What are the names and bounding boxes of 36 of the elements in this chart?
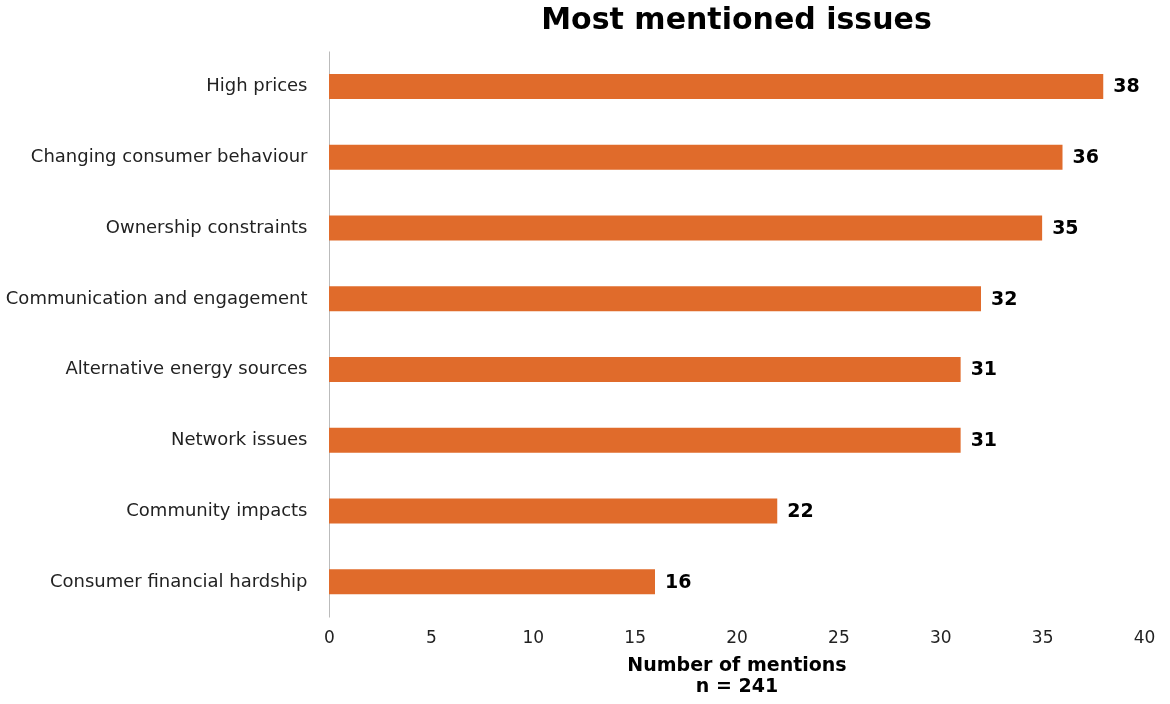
data-label: 22 [787,498,814,521]
data-label: 36 [1072,145,1099,168]
x-tick-label: 15 [624,626,646,647]
bar [329,569,655,595]
y-tick-label: Alternative energy sources [65,357,308,379]
x-axis-title: Number of mentions [627,652,847,675]
y-tick-label: Communication and engagement [5,286,308,308]
x-tick-label: 25 [828,626,850,647]
bar [329,215,1043,241]
y-tick-label: Community impacts [126,498,308,520]
data-label: 31 [970,357,998,380]
y-tick-label: Consumer financial hardship [49,569,308,591]
y-tick-label: High prices [206,74,308,96]
y-tick-label: Ownership constraints [105,215,308,237]
data-label: 31 [970,428,998,451]
x-tick-label: 20 [726,626,748,647]
bar [329,356,961,382]
data-label: 32 [991,286,1018,309]
chart-title: Most mentioned issues [541,1,932,36]
x-tick-label: 0 [324,626,335,647]
text: n = 241 [695,673,779,696]
x-tick-label: 40 [1133,626,1156,647]
data-label: 35 [1052,215,1079,238]
y-tick-label: Changing consumer behaviour [30,145,309,167]
y-tick-label: Network issues [171,428,308,450]
x-tick-label: 30 [929,626,952,647]
bar [329,73,1104,99]
bar [329,286,981,312]
x-tick-label: 10 [522,626,545,647]
bar [329,144,1063,170]
bar [329,427,961,453]
data-label: 16 [665,569,692,592]
bar [329,498,778,524]
x-tick-label: 35 [1031,626,1054,647]
x-tick-label: 5 [425,626,437,647]
data-label: 38 [1113,74,1140,97]
